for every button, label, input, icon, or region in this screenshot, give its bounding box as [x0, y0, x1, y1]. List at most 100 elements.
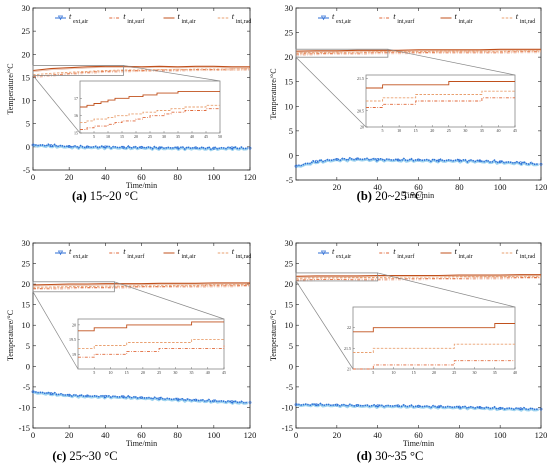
y-tick-label: -10 [19, 402, 30, 412]
zoom-x-tick-label: 5 [382, 128, 384, 133]
y-tick-label: 5 [26, 341, 30, 351]
y-tick-label: -10 [282, 402, 293, 412]
zoom-connector-right [114, 281, 225, 320]
y-tick-label: 20 [22, 279, 31, 289]
zoom-connector-right [377, 272, 516, 308]
data-point-ext-air [122, 395, 125, 399]
zoom-connector-left [295, 280, 354, 370]
data-point-ext-air [85, 394, 89, 398]
zoom-y-tick-label: 19 [72, 352, 76, 357]
x-tick-label: 60 [137, 172, 146, 182]
panel-caption: (a) 15~20 °C [72, 189, 138, 203]
panel-caption-text: 20~25 °C [372, 189, 423, 203]
zoom-series-int-air [353, 323, 515, 333]
zoom-source-box [295, 272, 379, 282]
legend-label: t [178, 11, 181, 21]
legend-sublabel: ext,air [73, 19, 88, 25]
series-ext_air [31, 143, 252, 152]
x-axis-label: Time/min [126, 181, 157, 190]
x-tick-label: 100 [207, 430, 220, 440]
panel-b: -5 0 5 10 15 20 25 30 20 40 60 80 100 120 Time/min Temp… [269, 3, 547, 203]
panel-caption: (c) 25~30 °C [52, 449, 117, 463]
series-int-rad [32, 284, 251, 288]
series-int-rad [32, 68, 251, 76]
zoom-y-tick-label: 19.5 [69, 337, 76, 342]
y-tick-label: 5 [289, 126, 293, 136]
y-tick-label: 5 [289, 341, 293, 351]
panel-c: -15 -10 -5 0 5 10 15 20 25 30 0 20 40 60 80 100 120 Time/… [6, 238, 256, 463]
legend-sublabel: int,surf [397, 18, 414, 25]
data-point-ext-air [158, 396, 162, 400]
x-tick-label: 40 [101, 172, 110, 182]
x-tick-label: 40 [373, 182, 382, 192]
y-tick-label: 15 [22, 72, 31, 82]
zoom-x-tick-label: 45 [513, 128, 517, 133]
y-tick-label: 0 [289, 361, 293, 371]
series-int-rad [295, 275, 541, 279]
legend-sublabel: int,air [182, 254, 196, 260]
zoom-x-tick-label: 15 [414, 128, 418, 133]
data-point-ext-air [212, 146, 216, 150]
zoom-connector-left [32, 75, 81, 134]
x-tick-label: 120 [244, 172, 257, 182]
series-int-air-band [32, 283, 250, 287]
x-tick-label: 20 [65, 172, 74, 182]
data-point-ext-air [457, 405, 461, 409]
y-tick-label: 25 [285, 259, 294, 269]
series-int-air [295, 274, 541, 277]
y-tick-label: 25 [285, 28, 294, 38]
data-point-ext-air [457, 158, 461, 162]
data-point-ext-air [212, 399, 216, 403]
panel-caption: (d) 30~35 °C [357, 449, 424, 463]
zoom-series-int-rad [78, 339, 224, 349]
series-int-surf-band [295, 52, 541, 56]
zoom-series-int-air [366, 81, 515, 89]
zoom-inset-frame [77, 318, 225, 370]
legend-label: t [69, 246, 72, 256]
x-tick-label: 0 [31, 430, 35, 440]
zoom-x-tick-label: 35 [493, 370, 497, 375]
y-tick-label: 5 [26, 119, 30, 129]
zoom-inset-frame [352, 306, 516, 370]
panel-caption-text: 15~20 °C [87, 189, 138, 203]
panel-caption-label: (d) [357, 449, 372, 463]
legend-sublabel: int,rad [520, 19, 536, 25]
data-point-ext-air [335, 157, 339, 161]
x-tick-label: 80 [173, 172, 182, 182]
y-tick-label: -15 [282, 423, 293, 433]
data-point-ext-air [294, 164, 298, 168]
y-tick-label: 20 [285, 52, 294, 62]
series-ext_air [294, 402, 543, 412]
zoom-connector-right [387, 48, 516, 76]
y-tick-label: -5 [23, 382, 30, 392]
data-point-ext-air [478, 159, 482, 163]
x-tick-label: 60 [414, 430, 423, 440]
x-tick-label: 100 [207, 172, 220, 182]
data-point-ext-air [67, 144, 71, 148]
legend-sublabel: ext,air [73, 254, 88, 260]
y-axis-label: Temperature/°C [6, 310, 15, 361]
y-tick-label: 0 [26, 142, 30, 152]
data-point-ext-air [103, 145, 107, 149]
legend-label: t [516, 246, 519, 256]
y-tick-label: 0 [289, 150, 293, 160]
zoom-source-box [295, 48, 389, 58]
data-point-ext-air [122, 145, 125, 149]
x-tick-label: 120 [535, 430, 548, 440]
zoom-x-tick-label: 5 [372, 370, 374, 375]
x-tick-label: 60 [137, 430, 146, 440]
legend-sublabel: int,air [459, 254, 473, 260]
zoom-series-int-rad [80, 104, 220, 124]
zoom-inset: 5 10 15 20 25 30 35 40 21 21.5 22 [344, 306, 517, 375]
zoom-x-tick-label: 20 [134, 134, 138, 139]
data-point-ext-air [376, 157, 380, 161]
panel-caption-label: (c) [52, 449, 66, 463]
x-tick-label: 60 [414, 182, 423, 192]
